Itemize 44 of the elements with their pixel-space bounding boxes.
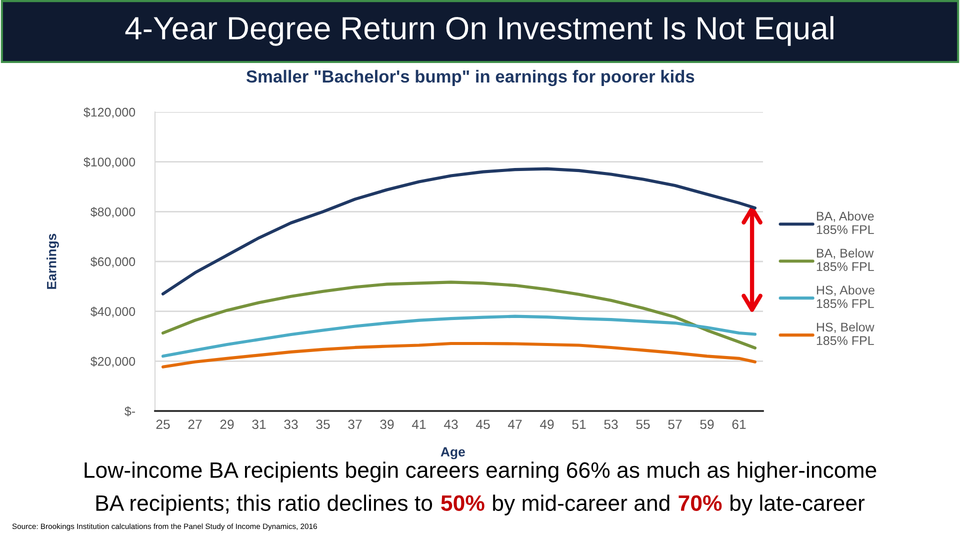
y-tick-label: $40,000 — [90, 306, 136, 318]
y-tick-label: $100,000 — [84, 157, 136, 168]
x-tick-label: 31 — [252, 420, 266, 430]
x-axis-title: Age — [440, 447, 465, 460]
text: Low-income BA recipients begin careers earning 66% as much as higher-income — [84, 462, 876, 482]
y-tick-label: $20,000 — [90, 356, 136, 368]
legend-label: BA, Below 185% FPL — [816, 248, 874, 272]
y-tick-label: $120,000 — [84, 107, 136, 118]
x-tick-label: 61 — [732, 420, 746, 430]
line-series — [161, 342, 757, 368]
x-tick-label: 55 — [636, 420, 650, 430]
x-tick-label: 25 — [156, 420, 170, 430]
text: 70% — [678, 495, 722, 511]
line-series — [161, 314, 757, 358]
chart-subtitle: Smaller "Bachelor's bump" in earnings for poorer kids — [246, 70, 694, 86]
y-tick-label: $80,000 — [90, 206, 136, 218]
x-tick-label: 41 — [412, 420, 426, 429]
text: by late-career — [730, 494, 865, 516]
x-tick-label: 37 — [348, 420, 362, 430]
legend-label: HS, Above 185% FPL — [816, 285, 874, 308]
y-tick-label: $- — [124, 406, 135, 416]
x-tick-label: 47 — [508, 420, 522, 429]
x-tick-label: 45 — [476, 420, 490, 430]
x-tick-label: 27 — [188, 420, 202, 429]
x-tick-label: 43 — [444, 420, 458, 430]
line-series — [161, 167, 757, 296]
x-tick-label: 29 — [220, 420, 234, 430]
y-tick-label: $60,000 — [90, 256, 136, 268]
chart-title: 4-Year Degree Return On Investment Is Not Equal — [125, 16, 834, 46]
text: BA recipients; this ratio declines to — [96, 494, 432, 516]
x-tick-label: 49 — [540, 420, 554, 430]
x-tick-label: 35 — [316, 420, 330, 430]
legend-label: BA, Above 185% FPL — [816, 211, 874, 234]
line-series — [161, 280, 757, 350]
x-tick-label: 59 — [700, 420, 714, 430]
x-tick-label: 33 — [284, 420, 298, 430]
text: by mid-career and — [493, 494, 670, 516]
x-tick-label: 53 — [604, 420, 618, 430]
y-axis-title: Earnings — [46, 234, 59, 289]
x-tick-label: 39 — [380, 420, 394, 430]
x-tick-label: 51 — [572, 420, 586, 430]
legend-label: HS, Below 185% FPL — [816, 322, 874, 346]
x-tick-label: 57 — [668, 420, 682, 430]
text: 50% — [441, 495, 484, 511]
